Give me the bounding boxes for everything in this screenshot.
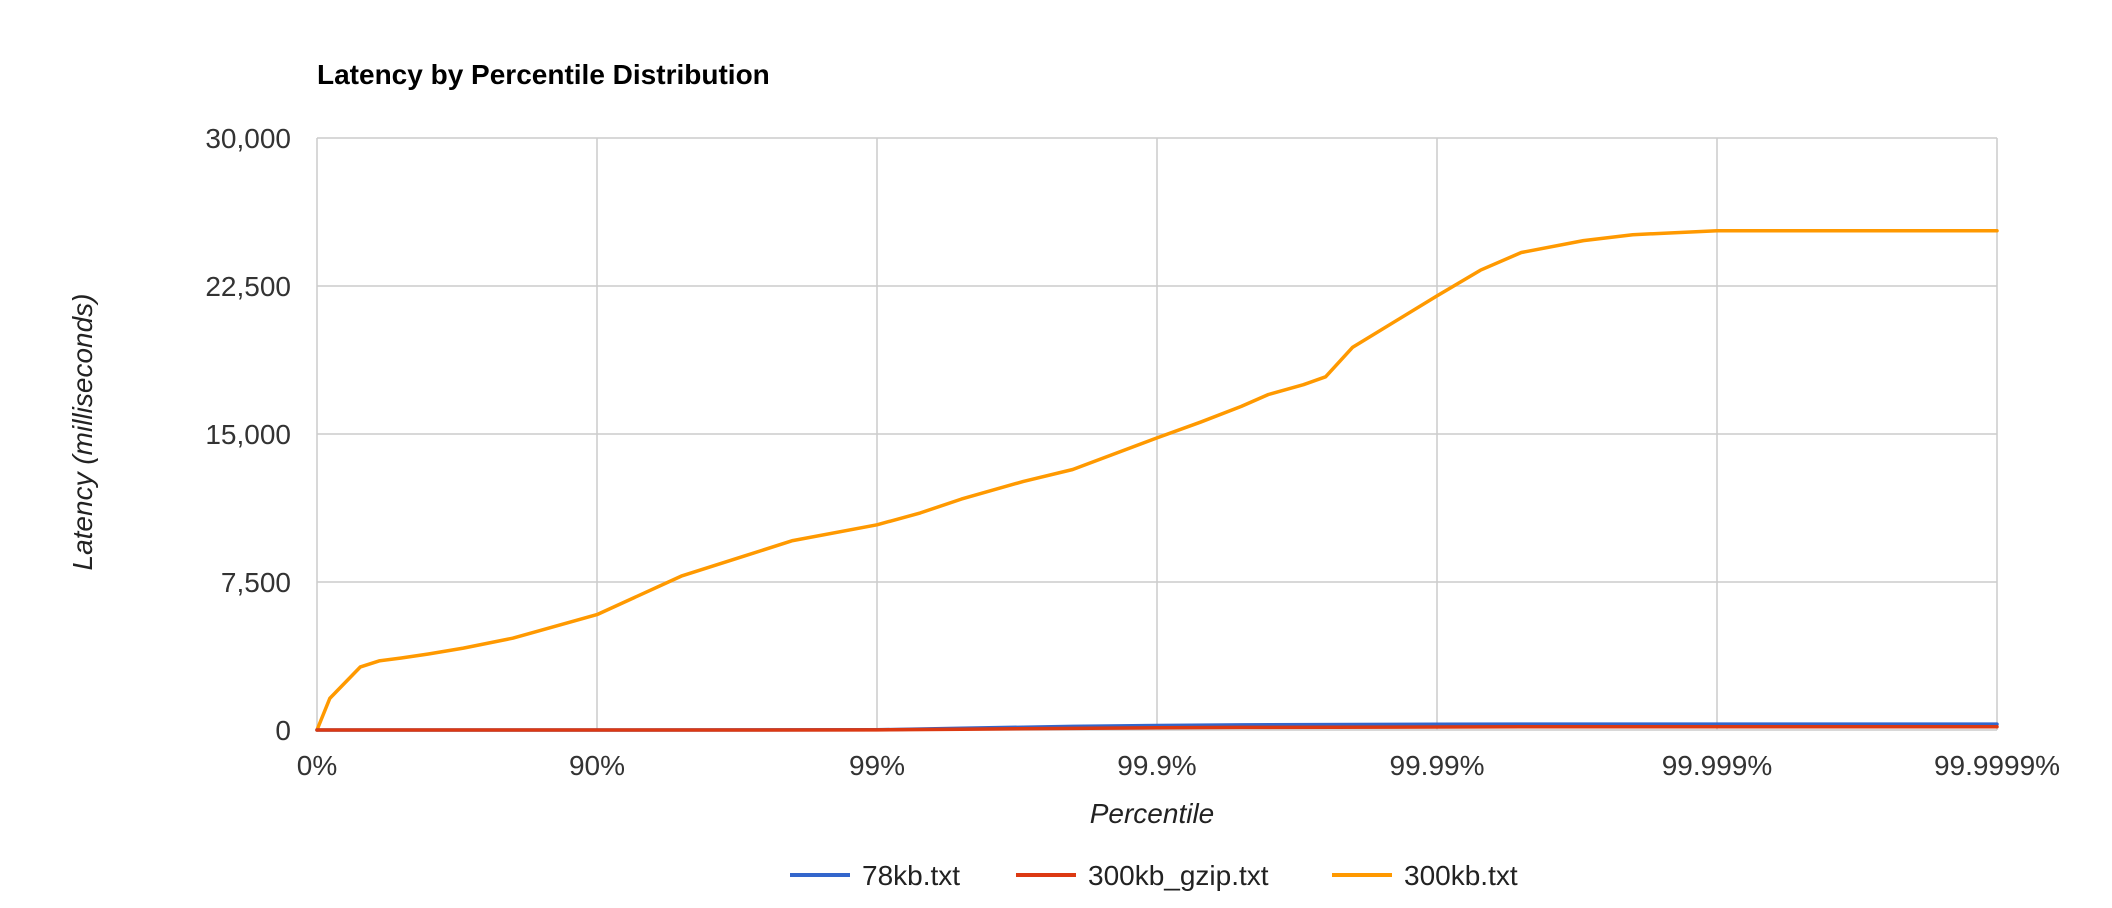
x-tick-label: 0% — [297, 750, 337, 781]
legend: 78kb.txt 300kb_gzip.txt 300kb.txt — [790, 860, 1518, 891]
series-layer — [315, 228, 1999, 732]
series-line-300kb-gzip-txt — [315, 725, 1999, 732]
y-tick-label: 7,500 — [221, 567, 291, 598]
y-tick-label: 22,500 — [205, 271, 291, 302]
x-tick-label: 99.999% — [1662, 750, 1773, 781]
x-tick-label: 90% — [569, 750, 625, 781]
grid-layer — [316, 137, 1998, 731]
legend-label: 78kb.txt — [862, 860, 960, 891]
y-tick-label: 15,000 — [205, 419, 291, 450]
legend-label: 300kb_gzip.txt — [1088, 860, 1269, 891]
series-line-300kb-txt — [315, 228, 1999, 732]
chart-title: Latency by Percentile Distribution — [317, 59, 770, 90]
x-tick-label: 99.9999% — [1934, 750, 2060, 781]
legend-label: 300kb.txt — [1404, 860, 1518, 891]
y-tick-label: 0 — [275, 715, 291, 746]
y-axis-title: Latency (milliseconds) — [67, 294, 98, 571]
axis-tick-labels: 0 7,500 15,000 22,500 30,000 0% 90% 99% 99.9% 99.… — [205, 123, 2060, 781]
x-tick-label: 99.99% — [1390, 750, 1485, 781]
x-tick-label: 99% — [849, 750, 905, 781]
y-tick-label: 30,000 — [205, 123, 291, 154]
x-axis-title: Percentile — [1090, 798, 1215, 829]
x-tick-label: 99.9% — [1117, 750, 1196, 781]
